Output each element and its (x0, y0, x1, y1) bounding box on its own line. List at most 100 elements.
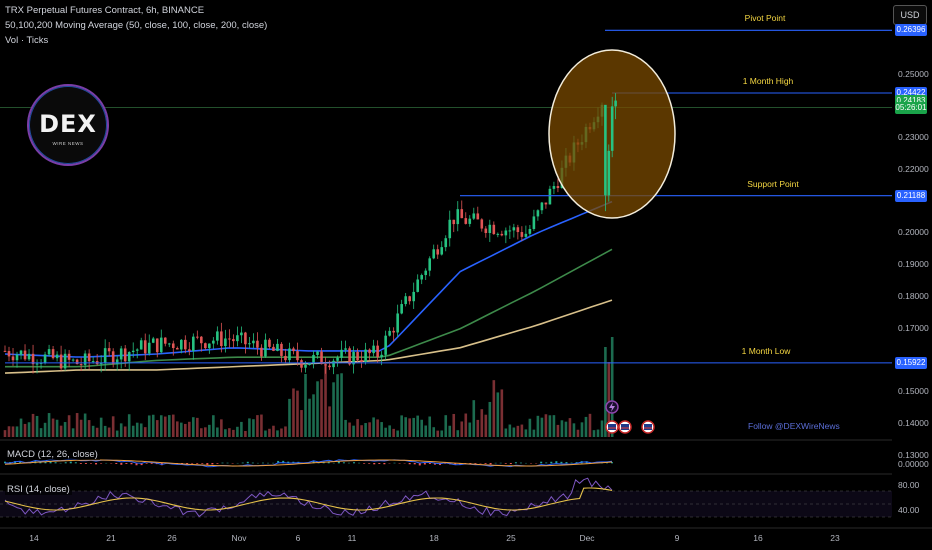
candle-body (288, 348, 291, 361)
candle-body (544, 202, 548, 205)
rsi-pane (0, 477, 892, 518)
macd-hist-bar (251, 462, 254, 464)
volume-bar (3, 430, 7, 437)
candle-body (276, 343, 279, 351)
symbol-title[interactable]: TRX Perpetual Futures Contract, 6h, BINA… (5, 5, 205, 16)
macd-hist-bar (19, 461, 22, 464)
volume-bar (47, 413, 51, 437)
candle-body (244, 332, 247, 345)
volume-bar (476, 419, 480, 437)
volume-bar (336, 374, 339, 437)
volume-bar (512, 427, 516, 437)
candle-body (476, 213, 480, 220)
volume-bar (480, 409, 484, 437)
volume-bar (151, 414, 155, 437)
volume-bar (188, 421, 191, 437)
volume-bar (488, 401, 492, 437)
volume-bar (220, 419, 223, 437)
macd-hist-bar (408, 463, 411, 465)
volume-bar (252, 419, 255, 437)
candle-body (11, 356, 15, 361)
volume-bar (63, 422, 67, 437)
candle-body (348, 348, 351, 365)
macd-label[interactable]: MACD (12, 26, close) (5, 449, 100, 460)
price-tag: 0.15922 (895, 356, 927, 369)
macd-hist-bar (226, 462, 229, 464)
candle-body (336, 357, 339, 361)
volume-bar (456, 430, 460, 437)
candle-body (139, 340, 143, 350)
ma-ma-50-line (4, 200, 613, 358)
volume-bar (440, 430, 444, 437)
volume-bar (204, 427, 207, 437)
candle-body (340, 349, 343, 358)
volume-bar (99, 417, 103, 437)
candle-body (408, 296, 411, 302)
dex-logo: DEX WIRE NEWS (27, 84, 109, 166)
volume-bar (380, 422, 383, 437)
logo-word: DEX (39, 110, 97, 138)
candle-body (368, 349, 371, 354)
candle-body (380, 354, 383, 358)
macd-hist-bar (115, 463, 118, 464)
candle-body (155, 338, 159, 353)
rsi-label[interactable]: RSI (14, close) (5, 484, 72, 495)
candle-body (388, 330, 391, 336)
candle-body (610, 106, 614, 151)
indicator-legend[interactable]: 50,100,200 Moving Average (50, close, 10… (5, 20, 268, 31)
macd-hist-bar (514, 462, 517, 464)
macd-hist-bar (484, 463, 487, 464)
candle-body (23, 350, 27, 360)
currency-button[interactable]: USD (893, 5, 927, 25)
macd-hist-bar (241, 462, 244, 464)
rsi-ma-line (4, 487, 613, 511)
time-tick-label: 14 (29, 533, 39, 543)
volume-bar (200, 428, 203, 437)
macd-hist-bar (196, 463, 199, 464)
volume-bar (604, 347, 607, 437)
macd-hist-bar (454, 463, 457, 465)
volume-bar (572, 423, 576, 437)
us-flag-icon (605, 420, 619, 434)
macd-hist-bar (150, 463, 153, 464)
macd-hist-bar (282, 460, 285, 464)
volume-bar (248, 418, 251, 437)
macd-hist-bar (363, 463, 366, 464)
volume-bar (224, 429, 227, 437)
volume-bar (147, 415, 151, 437)
event-markers (605, 400, 655, 434)
candle-body (372, 345, 375, 354)
volume-bar (352, 425, 355, 437)
volume-bar (408, 418, 411, 437)
macd-hist-bar (373, 463, 376, 465)
volume-bar (468, 422, 472, 437)
candle-body (63, 353, 67, 369)
macd-hist-bar (474, 463, 477, 464)
price-tick-label: 0.14000 (898, 417, 929, 428)
volume-bar (196, 417, 199, 437)
candle-body (516, 227, 520, 233)
macd-hist-bar (206, 463, 209, 465)
volume-bar (520, 424, 524, 437)
candle-body (448, 219, 452, 239)
macd-hist-bar (44, 462, 47, 464)
volume-bar (123, 426, 127, 437)
volume-legend[interactable]: Vol · Ticks (5, 35, 49, 46)
volume-bar (384, 427, 387, 437)
volume-bar (400, 415, 403, 437)
volume-bar (184, 423, 187, 437)
candle-body (123, 348, 127, 362)
macd-signal-line (4, 459, 613, 467)
macd-hist-bar (545, 462, 548, 464)
flag-body (644, 424, 652, 430)
candle-body (224, 338, 227, 347)
candle-body (248, 343, 251, 345)
candle-body (536, 210, 540, 217)
volume-bar (139, 423, 143, 437)
candle-body (607, 150, 611, 196)
candle-body (356, 351, 359, 361)
volume-bar (552, 415, 556, 437)
candle-body (404, 296, 407, 305)
volume-bar (368, 422, 371, 437)
